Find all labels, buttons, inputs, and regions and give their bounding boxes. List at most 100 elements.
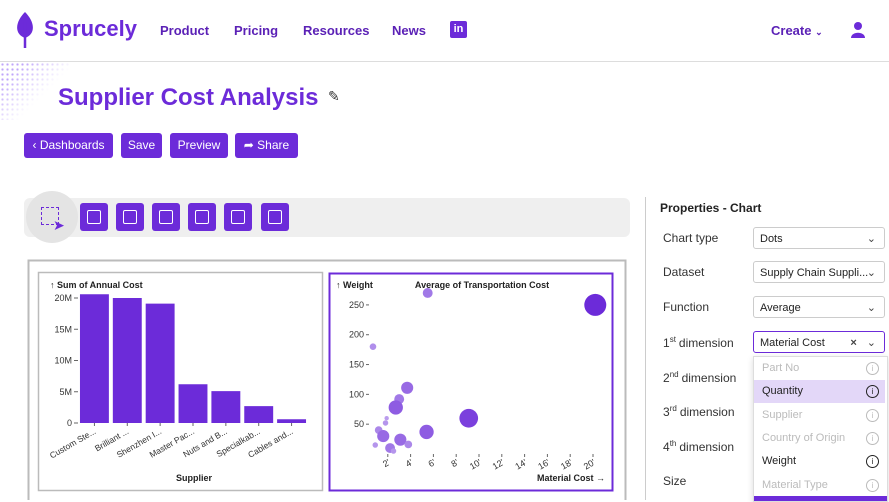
brand[interactable]: Sprucely <box>44 16 137 41</box>
bar <box>145 303 175 423</box>
property-select[interactable]: Average ⌄ <box>753 296 885 318</box>
label-text: Chart type <box>663 231 719 245</box>
tool-button[interactable] <box>188 203 216 231</box>
ordinal: 1 <box>663 336 670 350</box>
label-text: Size <box>663 474 687 488</box>
chevron: ⌄ <box>866 233 876 245</box>
dashboards-button[interactable]: ‹ Dashboards <box>24 133 113 158</box>
tool-button[interactable] <box>224 203 252 231</box>
select-value: Material Cost <box>760 337 825 349</box>
y-tick-label: 150 <box>349 360 364 370</box>
dropdown-option: Country of Origin i <box>754 427 885 450</box>
option-label: Country of Origin <box>762 431 846 444</box>
logo-icon <box>17 12 33 48</box>
button-label: Share <box>257 138 290 152</box>
nav-link[interactable]: Resources <box>303 23 370 38</box>
info-icon: i <box>866 362 879 375</box>
x-tick-label: 6' <box>427 457 438 469</box>
label-text: Dataset <box>663 265 705 279</box>
property-label: 2nd dimension <box>663 370 736 385</box>
scatter-point <box>419 424 434 440</box>
y-axis-label: ↑ Weight <box>336 280 373 290</box>
bar <box>277 419 307 423</box>
option-label: Supplier <box>762 408 803 421</box>
dropdown-option: Supplier i <box>754 404 885 427</box>
y-axis-label: ↑ Sum of Annual Cost <box>50 280 143 290</box>
button-label: Dashboards <box>39 138 105 152</box>
option-label: Quantity <box>762 385 803 398</box>
select-value: Average <box>760 302 801 314</box>
dropdown-option: Material Type i <box>754 474 885 497</box>
preview-button[interactable]: Preview <box>170 133 228 158</box>
label-text: dimension <box>679 405 735 419</box>
y-tick-label: 10M <box>54 356 72 366</box>
tool-button[interactable] <box>80 203 108 231</box>
properties-title: Properties - Chart <box>660 201 762 215</box>
label-text: dimension <box>681 371 737 385</box>
header-divider <box>0 61 889 62</box>
button-label: Save <box>127 138 156 152</box>
dropdown-scroll-item <box>754 496 887 501</box>
button-label: Preview <box>177 138 221 152</box>
property-select[interactable]: Supply Chain Suppli... ⌄ <box>753 261 885 283</box>
user-icon[interactable] <box>850 21 866 38</box>
property-select[interactable]: Dots ⌄ <box>753 227 885 249</box>
label-text: Function <box>663 300 710 314</box>
chart-canvas: ↑ Sum of Annual Cost Supplier 0 5M 10M 15M 20M… <box>27 259 627 500</box>
dropdown-option[interactable]: Quantity i <box>754 380 885 404</box>
chart-frame <box>27 259 627 500</box>
y-tick-label: 20M <box>54 293 72 303</box>
tool-button[interactable] <box>152 203 180 231</box>
info-icon: i <box>866 478 879 492</box>
bar <box>178 384 208 423</box>
tool-button[interactable] <box>116 203 144 231</box>
x-tick-label: 8' <box>449 457 460 469</box>
property-label: Chart type <box>663 231 718 245</box>
property-label: 3rd dimension <box>663 404 735 419</box>
bar <box>112 298 142 423</box>
nav-link[interactable]: Pricing <box>234 23 279 38</box>
scatter-point <box>404 440 413 449</box>
create-menu[interactable]: Create ⌄ <box>771 23 823 38</box>
nav-link[interactable]: News <box>392 23 426 38</box>
label-text: dimension <box>678 336 734 350</box>
info-icon: i <box>866 431 879 445</box>
info-icon: i <box>866 455 879 469</box>
share-button[interactable]: ➦ Share <box>235 133 298 158</box>
page-title: Supplier Cost Analysis <box>58 84 319 111</box>
option-label: Material Type <box>762 478 828 491</box>
scatter-point <box>388 400 403 415</box>
chart-title: Average of Transportation Cost <box>415 280 549 290</box>
y-tick-label: 50 <box>354 419 364 429</box>
x-tick-label: 4' <box>404 457 415 469</box>
panel-divider <box>645 197 646 500</box>
y-tick-label: 15M <box>54 324 72 334</box>
ordinal-suffix: rd <box>669 404 677 413</box>
x-tick-label: 2' <box>381 457 392 469</box>
chevron: × ⌄ <box>850 337 876 349</box>
linkedin-icon[interactable]: in <box>450 21 467 38</box>
chart-panel-selected[interactable] <box>328 272 614 492</box>
property-select[interactable]: Material Cost × ⌄ <box>753 331 885 353</box>
create-label: Create <box>771 23 812 38</box>
ordinal: 4 <box>663 440 670 454</box>
edit-icon[interactable]: ✎ <box>328 88 340 104</box>
scatter-point <box>369 343 377 350</box>
dropdown-option: Part No i <box>754 357 885 380</box>
ordinal-suffix: nd <box>669 370 679 379</box>
select-tool[interactable]: ➤ <box>26 191 78 243</box>
x-axis-label: Supplier <box>176 473 213 483</box>
decoration <box>0 62 70 120</box>
bar <box>79 294 109 423</box>
save-button[interactable]: Save <box>121 133 162 158</box>
scatter-point <box>382 420 389 426</box>
tool-button[interactable] <box>261 203 289 231</box>
label-text: dimension <box>679 440 735 454</box>
select-value: Dots <box>760 233 783 245</box>
scatter-point <box>372 442 379 448</box>
nav-link[interactable]: Product <box>160 23 210 38</box>
chevron: ⌄ <box>866 267 876 279</box>
dropdown-option[interactable]: Weight i <box>754 450 885 473</box>
property-label: Dataset <box>663 265 704 279</box>
